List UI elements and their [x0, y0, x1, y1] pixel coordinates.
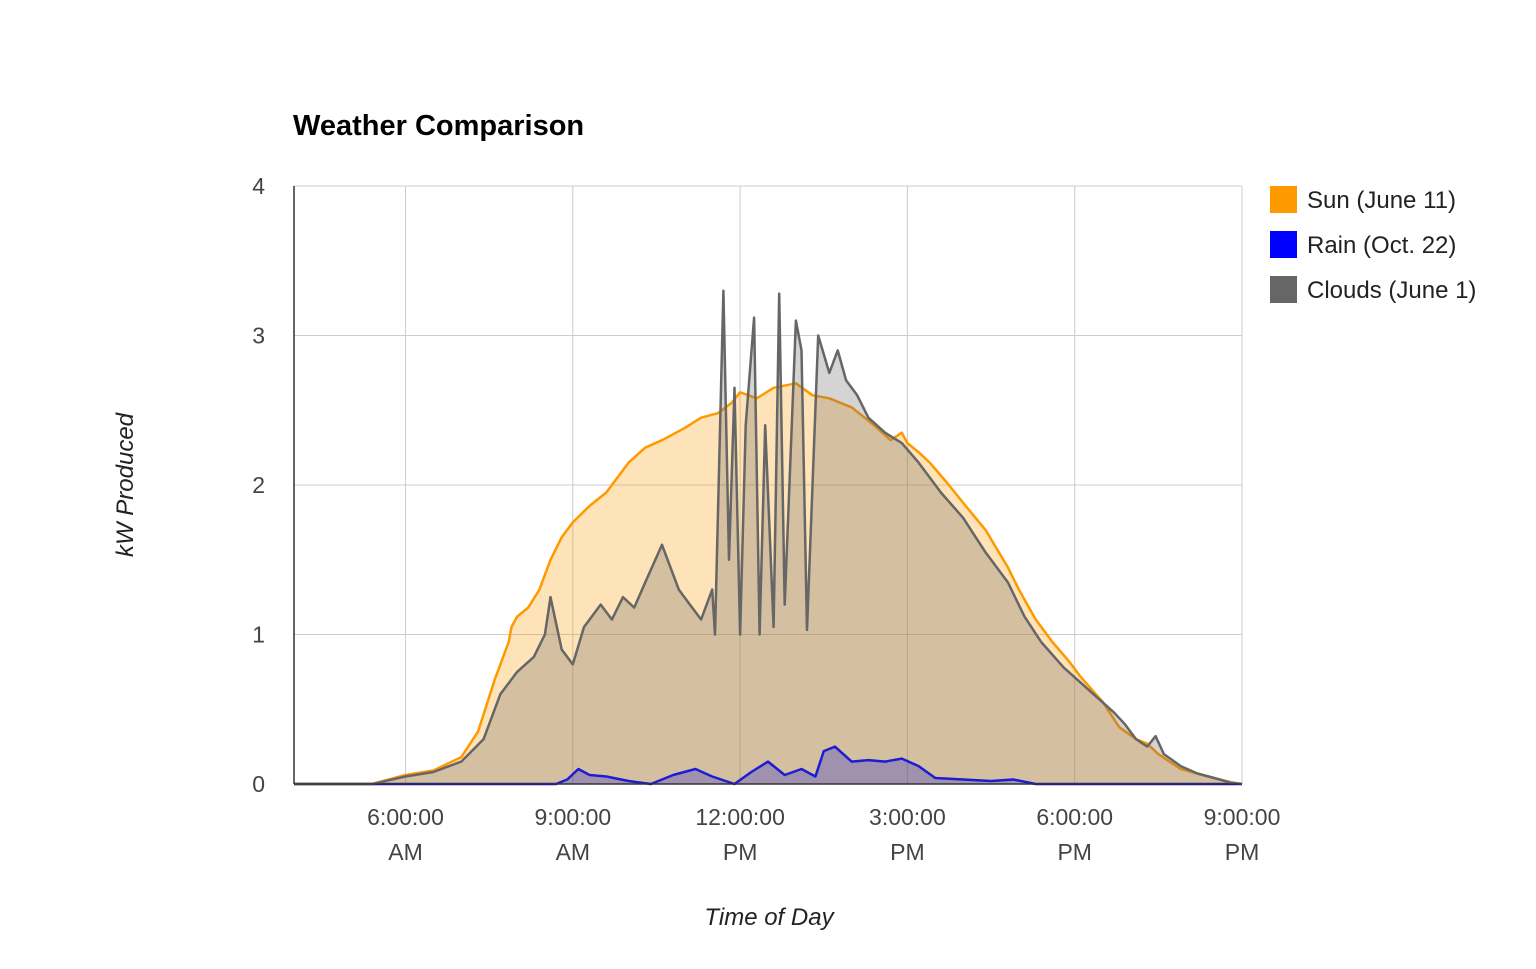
area-rain-oct-22	[294, 746, 1242, 784]
x-tick-label-period: PM	[890, 839, 925, 865]
y-tick-labels: 0 1 2 3 4	[252, 173, 265, 797]
y-tick-label-1: 1	[252, 622, 265, 648]
x-tick-label-period: AM	[388, 839, 423, 865]
x-tick-4: 6:00:00 PM	[1036, 804, 1113, 865]
x-tick-label-period: AM	[556, 839, 591, 865]
x-tick-label-time: 6:00:00	[1036, 804, 1113, 830]
line-sun-june-11	[294, 382, 1243, 786]
legend-item-clouds-june-1[interactable]: Clouds (June 1)	[1270, 276, 1476, 304]
legend-label: Clouds (June 1)	[1307, 277, 1476, 304]
x-tick-5: 9:00:00 PM	[1204, 804, 1281, 865]
x-tick-label-period: PM	[723, 839, 758, 865]
x-tick-label-time: 9:00:00	[1204, 804, 1281, 830]
x-tick-labels: 6:00:00AM9:00:00AM12:00:00PM3:00:00PM6:0…	[367, 804, 1280, 865]
x-tick-label-period: PM	[1057, 839, 1092, 865]
y-tick-label-2: 2	[252, 472, 265, 498]
chart-title: Weather Comparison	[293, 110, 584, 142]
legend-swatch	[1270, 231, 1297, 258]
y-axis-title: kW Produced	[112, 412, 139, 557]
x-tick-3: 3:00:00 PM	[869, 804, 946, 865]
legend-swatch	[1270, 186, 1297, 213]
x-tick-2: 12:00:00 PM	[695, 804, 785, 865]
legend-swatch	[1270, 276, 1297, 303]
legend-item-sun-june-11[interactable]: Sun (June 11)	[1270, 186, 1456, 214]
y-tick-label-3: 3	[252, 323, 265, 349]
area-sun-june-11	[294, 383, 1242, 784]
x-tick-1: 9:00:00 AM	[534, 804, 611, 865]
line-clouds-june-1	[294, 289, 1243, 786]
x-tick-label-time: 9:00:00	[534, 804, 611, 830]
x-tick-label-time: 3:00:00	[869, 804, 946, 830]
x-axis-title: Time of Day	[704, 904, 835, 931]
series-layer	[294, 289, 1243, 786]
line-rain-oct-22	[294, 745, 1242, 786]
y-tick-label-4: 4	[252, 173, 265, 199]
x-tick-label-period: PM	[1225, 839, 1260, 865]
x-tick-label-time: 6:00:00	[367, 804, 444, 830]
x-tick-label-time: 12:00:00	[695, 804, 785, 830]
legend-label: Rain (Oct. 22)	[1307, 232, 1456, 259]
x-tick-0: 6:00:00 AM	[367, 804, 444, 865]
legend: Sun (June 11) Rain (Oct. 22) Clouds (June …	[1270, 186, 1476, 304]
legend-label: Sun (June 11)	[1307, 187, 1456, 214]
y-tick-label-0: 0	[252, 771, 265, 797]
legend-item-rain-oct-22[interactable]: Rain (Oct. 22)	[1270, 231, 1456, 259]
